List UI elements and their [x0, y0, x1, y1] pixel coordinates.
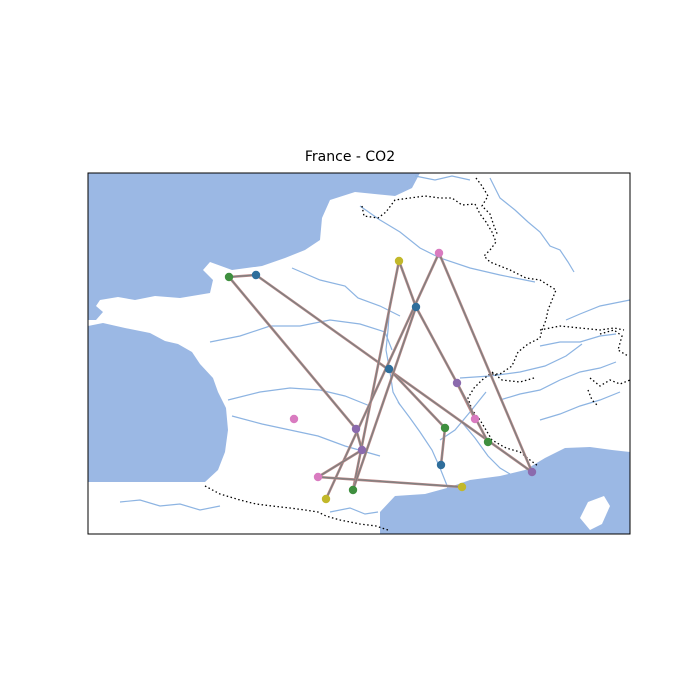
channel-islands [175, 263, 196, 274]
river-line [397, 401, 449, 489]
country-border [587, 389, 599, 407]
route-line-p1-p10 [228, 276, 357, 430]
island-layer [580, 496, 610, 530]
map-point-p11 [440, 423, 450, 433]
map-point-p4 [434, 248, 444, 258]
english-channel [88, 173, 420, 320]
river-line [227, 387, 371, 407]
river-line [459, 343, 583, 379]
map-frame [87, 172, 631, 535]
river-line [499, 361, 617, 401]
route-layer [228, 252, 534, 500]
river-line [414, 175, 471, 181]
map-point-p3 [394, 256, 404, 266]
route-line-p3-p5 [398, 260, 417, 308]
map-point-p6 [384, 364, 394, 374]
river-line [209, 319, 393, 351]
country-border [361, 195, 557, 467]
river-line [539, 333, 617, 347]
map-title: France - CO2 [304, 149, 396, 165]
route-line-p16-p17 [317, 476, 463, 488]
map-point-p8 [289, 414, 299, 424]
map-point-p17 [457, 482, 467, 492]
route-line-p4-p19 [325, 252, 440, 500]
map-point-p19 [321, 494, 331, 504]
map-point-p5 [411, 302, 421, 312]
map-point-p7 [452, 378, 462, 388]
corsica [580, 496, 610, 530]
route-line-p5-p7 [415, 306, 458, 384]
country-border [204, 485, 389, 531]
river-line [359, 205, 536, 283]
route-line-p4-p15 [438, 252, 533, 473]
route-line-p6-p11 [388, 368, 446, 429]
gulf-of-lion [380, 447, 630, 534]
river-line [459, 419, 511, 475]
water-layer [88, 173, 630, 534]
route-line-p1-p2 [228, 274, 257, 278]
border-layer [204, 177, 630, 531]
map-point-p18 [348, 485, 358, 495]
point-layer [224, 248, 537, 504]
river-line [119, 499, 221, 511]
river-line [489, 177, 575, 273]
route-line-p11-p14 [440, 427, 446, 466]
river-line [539, 391, 621, 421]
map-point-p14 [436, 460, 446, 470]
route-line-p7-p12 [456, 382, 489, 443]
country-border [475, 177, 499, 237]
river-line [291, 267, 401, 317]
country-border [589, 377, 630, 387]
map-point-p15 [527, 467, 537, 477]
map-point-p1 [224, 272, 234, 282]
route-line-p5-p18 [352, 306, 417, 491]
map-point-p2 [251, 270, 261, 280]
bay-of-biscay [88, 323, 228, 482]
map-point-p9 [470, 414, 480, 424]
country-border [599, 329, 629, 357]
map-point-p12 [483, 437, 493, 447]
map-point-p13 [357, 445, 367, 455]
river-line [329, 507, 379, 515]
map-area [88, 173, 630, 534]
map-point-p10 [351, 424, 361, 434]
route-line-p13-p16 [317, 449, 363, 478]
country-border [539, 325, 625, 331]
river-layer [119, 175, 630, 515]
river-line [565, 299, 630, 321]
map-point-p16 [313, 472, 323, 482]
